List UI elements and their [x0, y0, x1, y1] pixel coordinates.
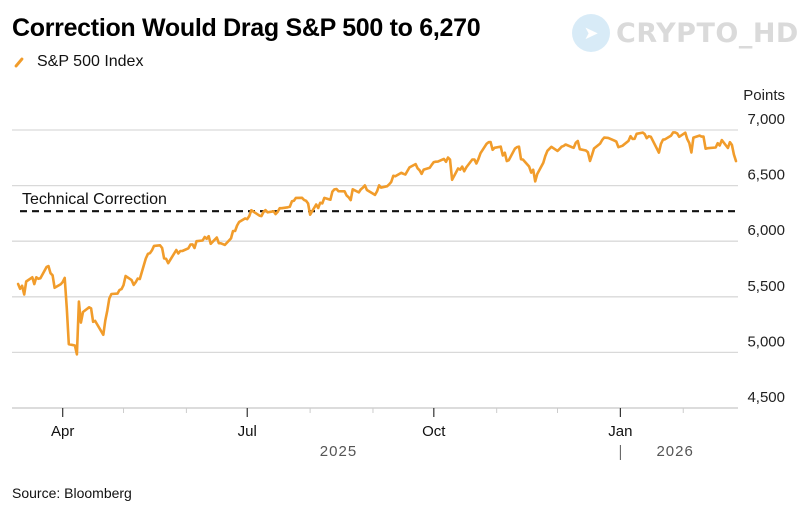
- watermark-text: CRYPTO_HD: [616, 17, 799, 49]
- year-label: 2026: [656, 443, 693, 460]
- telegram-icon: ➤: [572, 14, 610, 52]
- y-tick-label: 5,000: [747, 333, 785, 350]
- x-tick-label: Jul: [238, 423, 257, 440]
- y-tick-label: 6,500: [747, 167, 785, 184]
- source-note: Source: Bloomberg: [12, 485, 132, 501]
- year-label: 2025: [320, 443, 357, 460]
- chart-title: Correction Would Drag S&P 500 to 6,270: [12, 14, 481, 42]
- y-tick-label: 6,000: [747, 222, 785, 239]
- y-tick-label: 5,500: [747, 278, 785, 295]
- y-axis-label: Points: [743, 87, 785, 104]
- y-tick-label: 4,500: [747, 389, 785, 406]
- x-tick-label: Jan: [608, 423, 632, 440]
- watermark: ➤ CRYPTO_HD: [572, 14, 799, 52]
- legend: S&P 500 Index: [12, 53, 143, 71]
- technical-correction-label: Technical Correction: [22, 191, 167, 208]
- sp500-line: [16, 131, 738, 356]
- x-tick-label: Oct: [422, 423, 446, 440]
- legend-label: S&P 500 Index: [37, 53, 144, 70]
- x-tick-label: Apr: [51, 423, 74, 440]
- y-tick-label: 7,000: [747, 111, 785, 128]
